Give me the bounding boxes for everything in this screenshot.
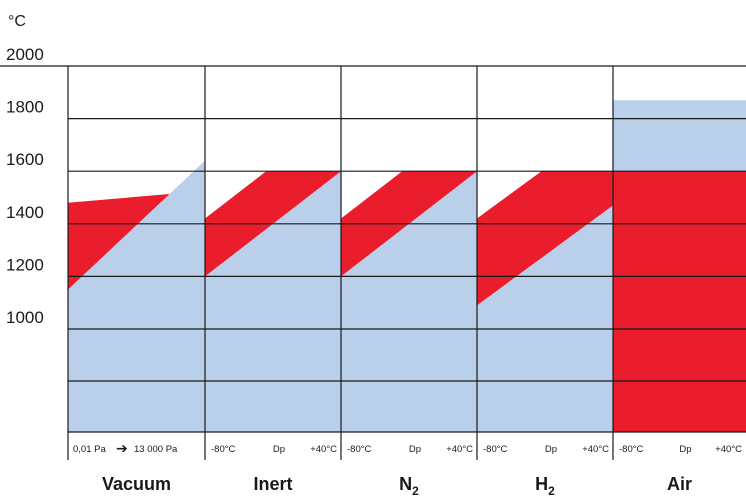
y-axis-unit-label: °C [8,13,26,30]
condition-left-inert: -80°C [211,444,236,455]
atmosphere-label-air: Air [667,474,692,494]
condition-mid-inert: Dp [273,444,285,455]
blue-area-inert [205,171,341,432]
atmosphere-subscript-h2: 2 [548,484,555,496]
condition-right-air: +40°C [715,444,742,455]
atmosphere-label-vacuum: Vacuum [102,474,171,494]
x-axis-labels: 0,01 Pa ➔ 13 000 Pa Vacuum -80°C Dp +40°C Inert… [73,440,742,496]
red-area-h2 [477,171,613,306]
condition-left-h2: -80°C [483,444,508,455]
condition-right-n2: +40°C [446,444,473,455]
atmosphere-label-inert: Inert [253,474,292,494]
red-area-vacuum [68,193,170,290]
condition-right-vacuum: 13 000 Pa [134,444,178,455]
blue-area-n2 [341,171,477,432]
y-tick-label-1200: 1200 [6,255,44,274]
atmosphere-subscript-n2: 2 [412,484,419,496]
condition-right-h2: +40°C [582,444,609,455]
y-axis-ticks: 1000 1200 1400 1600 1800 2000 [6,45,44,327]
atmosphere-label-h2: H2 [535,474,555,496]
condition-right-inert: +40°C [310,444,337,455]
chart-areas [68,100,746,432]
condition-left-vacuum: 0,01 Pa [73,444,106,455]
y-tick-label-1800: 1800 [6,98,44,117]
condition-left-n2: -80°C [347,444,372,455]
chart-grid [0,65,746,460]
red-area-air [613,171,746,432]
y-tick-label-1000: 1000 [6,308,44,327]
y-tick-label-1600: 1600 [6,150,44,169]
y-tick-label-1400: 1400 [6,203,44,222]
atmosphere-label-n2: N2 [399,474,419,496]
condition-mid-h2: Dp [545,444,557,455]
condition-left-air: -80°C [619,444,644,455]
condition-mid-air: Dp [679,444,691,455]
blue-area-vacuum [68,160,205,432]
y-tick-label-2000: 2000 [6,45,44,64]
condition-mid-n2: Dp [409,444,421,455]
blue-area-h2 [477,205,613,432]
arrow-icon: ➔ [116,440,128,456]
